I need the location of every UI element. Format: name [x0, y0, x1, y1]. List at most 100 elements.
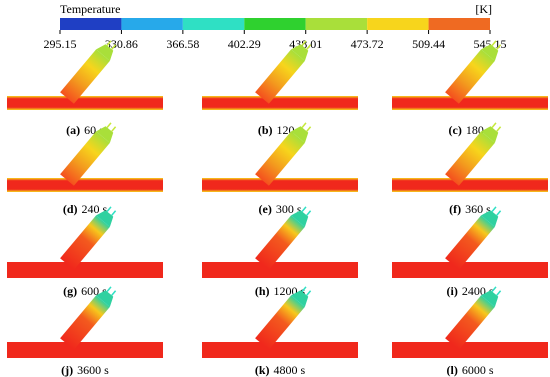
- main-pipe: [202, 96, 358, 110]
- main-pipe: [202, 178, 358, 192]
- caption-label: (i): [447, 284, 458, 298]
- caption-label: (g): [63, 284, 77, 298]
- tip-rod: [491, 286, 497, 292]
- tip-rod: [301, 40, 307, 46]
- branch-pipe: [255, 215, 305, 270]
- panel-caption: (d) 240 s: [63, 202, 108, 216]
- tip-rod: [491, 40, 497, 46]
- branch-tip: [96, 44, 114, 61]
- branch: [255, 286, 312, 350]
- branch-tip: [481, 44, 499, 61]
- caption-label: (l): [447, 363, 458, 377]
- tip-rod: [111, 44, 117, 50]
- panel-caption: (e) 300 s: [259, 202, 302, 216]
- tip-rod: [496, 290, 502, 296]
- simulation-panel: [202, 40, 358, 110]
- main-pipe: [7, 178, 163, 192]
- branch-pipe: [255, 49, 305, 104]
- colorbar-tick-label: 473.72: [351, 37, 384, 51]
- branch-pipe: [60, 49, 110, 104]
- colorbar-tick-label: 366.58: [166, 37, 199, 51]
- tip-rod: [106, 122, 112, 128]
- branch: [445, 122, 502, 186]
- tip-rod: [306, 290, 312, 296]
- branch-pipe: [255, 295, 305, 350]
- branch-pipe: [445, 215, 495, 270]
- tip-rod: [491, 206, 497, 212]
- branch: [60, 286, 117, 350]
- caption-label: (f): [449, 202, 461, 216]
- caption-label: (a): [66, 123, 80, 137]
- colorbar-tick-label: 295.15: [44, 37, 77, 51]
- tip-rod: [301, 206, 307, 212]
- panel-caption: (j) 3600 s: [61, 363, 109, 377]
- simulation-panel: [392, 286, 548, 358]
- branch-pipe: [445, 49, 495, 104]
- main-pipe: [7, 262, 163, 278]
- main-pipe: [202, 342, 358, 358]
- tip-rod: [301, 286, 307, 292]
- simulation-panel: [202, 286, 358, 358]
- colorbar-segment: [121, 18, 183, 30]
- branch: [60, 206, 117, 270]
- tip-rod: [106, 206, 112, 212]
- main-pipe: [392, 96, 548, 110]
- colorbar-tick-label: 509.44: [412, 37, 445, 51]
- branch: [445, 286, 502, 350]
- caption-time: 3600 s: [77, 363, 109, 377]
- caption-label: (c): [449, 123, 462, 137]
- simulation-panel: [7, 206, 163, 278]
- branch-tip: [96, 290, 114, 307]
- branch-tip: [291, 290, 309, 307]
- simulation-panel: [392, 206, 548, 278]
- tip-rod: [306, 126, 312, 132]
- branch-tip: [481, 210, 499, 227]
- colorbar-segment: [182, 18, 245, 30]
- tip-rod: [306, 210, 312, 216]
- colorbar-tick-label: 402.29: [228, 37, 261, 51]
- caption-label: (j): [61, 363, 73, 377]
- main-pipe: [392, 262, 548, 278]
- branch-pipe: [60, 131, 110, 186]
- colorbar-segment: [428, 18, 490, 30]
- caption-time: 300 s: [276, 202, 302, 216]
- tip-rod: [111, 210, 117, 216]
- caption-time: 360 s: [465, 202, 491, 216]
- branch: [445, 40, 502, 104]
- branch-pipe: [445, 295, 495, 350]
- caption-label: (d): [63, 202, 78, 216]
- caption-time: 6000 s: [462, 363, 494, 377]
- colorbar-segment: [60, 18, 122, 30]
- tip-rod: [496, 126, 502, 132]
- branch-tip: [481, 290, 499, 307]
- branch: [255, 40, 312, 104]
- caption-time: 4800 s: [274, 363, 306, 377]
- branch-tip: [481, 126, 499, 143]
- simulation-panel: [392, 40, 548, 110]
- panel-caption: (l) 6000 s: [447, 363, 494, 377]
- branch-tip: [291, 210, 309, 227]
- branch-pipe: [445, 131, 495, 186]
- branch-tip: [96, 126, 114, 143]
- main-pipe: [7, 342, 163, 358]
- simulation-panel: [202, 122, 358, 192]
- branch-tip: [96, 210, 114, 227]
- branch-pipe: [60, 295, 110, 350]
- caption-label: (k): [255, 363, 270, 377]
- tip-rod: [106, 40, 112, 46]
- branch-pipe: [60, 215, 110, 270]
- main-pipe: [392, 178, 548, 192]
- branch-tip: [291, 44, 309, 61]
- caption-time: 240 s: [82, 202, 108, 216]
- caption-label: (b): [258, 123, 273, 137]
- branch: [445, 206, 502, 270]
- branch: [60, 40, 117, 104]
- branch-tip: [291, 126, 309, 143]
- simulation-panel: [7, 286, 163, 358]
- simulation-panel: [392, 122, 548, 192]
- tip-rod: [306, 44, 312, 50]
- tip-rod: [301, 122, 307, 128]
- branch: [60, 122, 117, 186]
- tip-rod: [491, 122, 497, 128]
